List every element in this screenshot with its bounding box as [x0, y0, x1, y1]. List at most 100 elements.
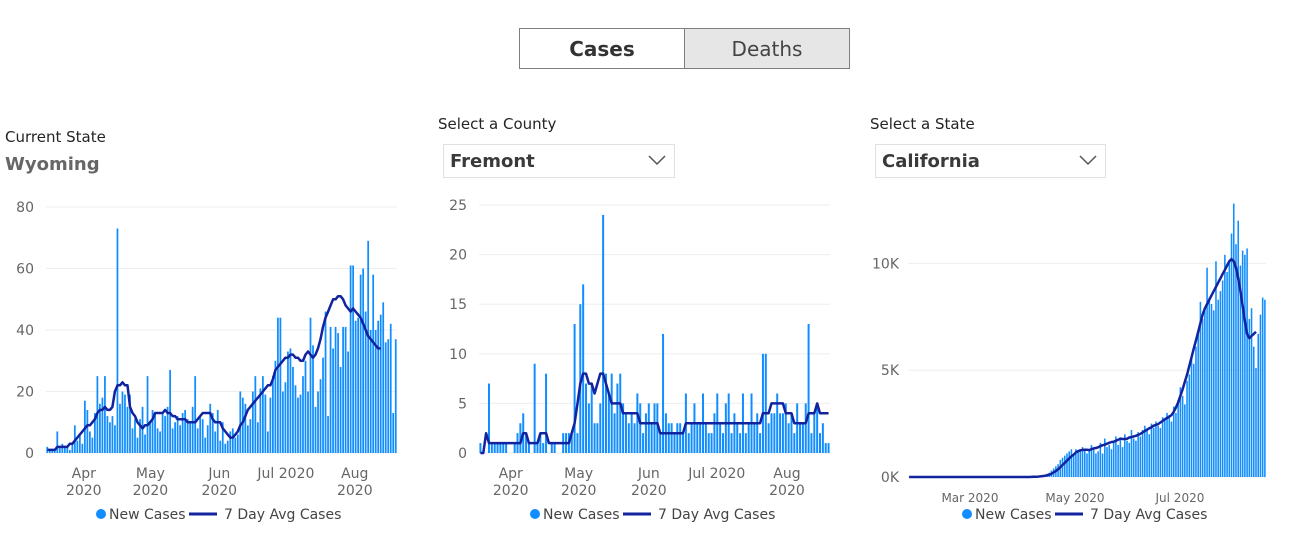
bar	[693, 403, 696, 453]
bar	[699, 423, 702, 453]
bar	[146, 376, 149, 453]
bar	[1166, 412, 1168, 477]
legend-bar-label: New Cases	[975, 507, 1052, 523]
y-tick-label: 5	[458, 396, 467, 412]
bar	[579, 304, 582, 453]
bar	[1252, 346, 1255, 477]
x-tick-label: Apr	[499, 466, 523, 482]
cases-tab-button[interactable]: Cases	[520, 29, 684, 68]
legend-bar-marker	[530, 509, 540, 519]
bar	[799, 423, 802, 453]
chevron-down-icon	[648, 155, 666, 166]
bar	[299, 394, 302, 453]
bar	[687, 433, 690, 453]
chart-legend: New Cases 7 Day Avg Cases	[530, 507, 775, 523]
legend-line-label: 7 Day Avg Cases	[658, 507, 775, 523]
bar	[1068, 451, 1070, 477]
chart-legend: New Cases 7 Day Avg Cases	[96, 507, 341, 523]
bar	[139, 419, 141, 453]
bar	[1257, 333, 1259, 477]
bar	[1179, 387, 1182, 477]
bar	[490, 443, 493, 453]
bar	[307, 391, 309, 453]
bar	[46, 446, 49, 453]
bar	[209, 403, 212, 453]
deaths-tab-button[interactable]: Deaths	[684, 29, 849, 68]
bar	[221, 422, 224, 453]
county-dropdown[interactable]: Fremont	[443, 144, 675, 178]
bar	[570, 433, 573, 453]
bar	[533, 363, 536, 453]
bar	[1255, 368, 1257, 477]
bar	[1264, 299, 1266, 477]
bar	[796, 403, 799, 453]
bar	[613, 413, 616, 453]
bar	[1259, 314, 1262, 477]
bar	[585, 383, 588, 453]
bar	[499, 443, 502, 453]
bar	[256, 422, 259, 453]
bar	[627, 423, 630, 453]
bar	[821, 423, 824, 453]
y-tick-label: 20	[449, 248, 467, 264]
bar	[359, 274, 362, 453]
bar	[1152, 427, 1155, 477]
bar	[1195, 346, 1197, 477]
state-dropdown[interactable]: California	[875, 144, 1106, 178]
y-tick-label: 5K	[881, 363, 900, 379]
bar	[324, 311, 327, 453]
bar	[364, 311, 367, 453]
bar	[719, 423, 722, 453]
bar	[184, 409, 187, 453]
bar	[733, 413, 736, 453]
bar	[174, 422, 176, 453]
bar	[1210, 303, 1213, 477]
bar	[1197, 331, 1199, 477]
bar	[1186, 380, 1188, 477]
bar	[810, 433, 813, 453]
bar	[294, 385, 297, 453]
bar	[121, 391, 124, 453]
bar	[1137, 432, 1139, 477]
bar	[1090, 444, 1093, 477]
bar	[590, 383, 593, 453]
bar	[602, 214, 605, 453]
bar	[673, 433, 676, 453]
x-tick-label: 2020	[201, 483, 237, 499]
bar	[539, 433, 542, 453]
bar	[1199, 301, 1202, 477]
bar	[739, 433, 742, 453]
bar	[599, 403, 602, 453]
bar	[667, 423, 670, 453]
bar	[154, 413, 156, 453]
bar	[724, 403, 727, 453]
bar	[619, 373, 622, 453]
bar	[246, 425, 249, 453]
bar	[176, 416, 179, 453]
bar	[545, 373, 548, 453]
bar	[332, 348, 334, 453]
bar	[91, 437, 94, 453]
bar	[1099, 442, 1102, 477]
bar	[1148, 434, 1151, 477]
x-tick-label: Jul 2020	[687, 466, 745, 482]
bar	[76, 440, 79, 453]
bar	[56, 431, 59, 453]
bar	[1228, 263, 1231, 477]
legend-bar-label: New Cases	[543, 507, 620, 523]
bar	[1184, 404, 1186, 477]
bar	[106, 416, 109, 453]
x-tick-label: Jun	[637, 466, 660, 482]
bar	[1121, 447, 1124, 477]
bar	[776, 393, 779, 453]
bar	[1066, 453, 1068, 477]
bar	[68, 449, 71, 453]
legend-line-label: 7 Day Avg Cases	[224, 507, 341, 523]
bar	[389, 323, 392, 453]
x-tick-label: May	[564, 466, 593, 482]
bar	[759, 433, 762, 453]
bar	[550, 443, 553, 453]
bar	[206, 425, 209, 453]
bar	[622, 403, 625, 453]
county-dropdown-value: Fremont	[450, 150, 535, 172]
